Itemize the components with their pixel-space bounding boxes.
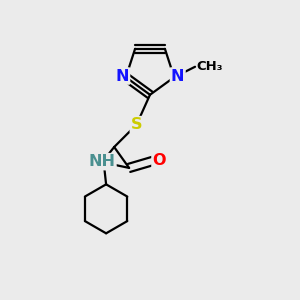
Text: O: O [152, 153, 166, 168]
Text: NH: NH [88, 154, 116, 169]
Text: N: N [116, 68, 129, 83]
Text: N: N [171, 68, 184, 83]
Text: S: S [131, 117, 142, 132]
Text: CH₃: CH₃ [196, 60, 222, 73]
